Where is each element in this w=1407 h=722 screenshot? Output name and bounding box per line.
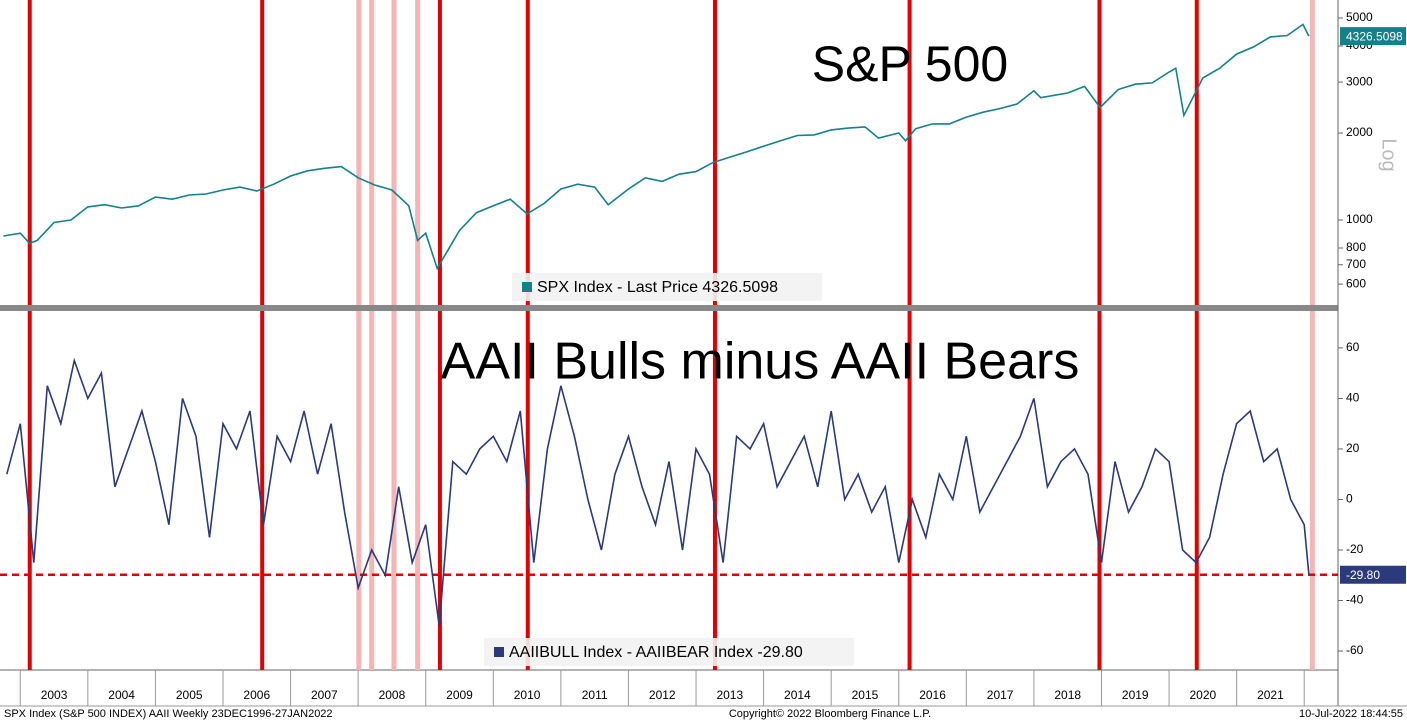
x-tick-label: 2010 (514, 688, 541, 702)
x-tick-label: 2007 (311, 688, 338, 702)
y-tick-label: 600 (1346, 276, 1366, 290)
x-tick-label: 2004 (108, 688, 135, 702)
last-value-box (1340, 27, 1406, 46)
last-value-label: 4326.5098 (1346, 29, 1403, 43)
x-tick-label: 2021 (1257, 688, 1284, 702)
chart-title: AAII Bulls minus AAII Bears (441, 333, 1080, 391)
x-tick-label: 2013 (716, 688, 743, 702)
legend-box (484, 638, 854, 666)
series-line (3, 23, 1310, 271)
axis-label: Log (1378, 138, 1400, 171)
x-tick-label: 2009 (446, 688, 473, 702)
x-tick-label: 2005 (176, 688, 203, 702)
y-tick-label: 60 (1346, 340, 1360, 354)
legend-label: AAIIBULL Index - AAIIBEAR Index -29.80 (509, 644, 803, 661)
y-tick-label: -60 (1346, 643, 1364, 657)
legend-label: SPX Index - Last Price 4326.5098 (537, 279, 778, 296)
x-tick-label: 2019 (1122, 688, 1149, 702)
y-tick-label: 40 (1346, 391, 1360, 405)
x-tick-label: 2014 (784, 688, 811, 702)
y-tick-label: 0 (1346, 492, 1353, 506)
last-value-box (1340, 565, 1406, 584)
y-tick-label: 800 (1346, 240, 1366, 254)
last-value-label: -29.80 (1346, 568, 1380, 582)
y-tick-label: 1000 (1346, 212, 1373, 226)
footer-left: SPX Index (S&P 500 INDEX) AAII Weekly 23… (4, 708, 333, 720)
x-tick-label: 2012 (649, 688, 676, 702)
y-tick-label: 3000 (1346, 74, 1373, 88)
chart-title: S&P 500 (812, 36, 1008, 92)
y-tick-label: 5000 (1346, 10, 1373, 24)
x-tick-label: 2017 (987, 688, 1014, 702)
x-tick-label: 2016 (919, 688, 946, 702)
legend-box (512, 273, 822, 301)
legend-swatch (522, 282, 532, 292)
y-tick-label: -20 (1346, 542, 1364, 556)
footer-right: 10-Jul-2022 18:44:55 (1299, 708, 1403, 720)
x-tick-label: 2011 (582, 688, 608, 702)
y-tick-label: 2000 (1346, 125, 1373, 139)
y-tick-label: 20 (1346, 441, 1360, 455)
x-tick-label: 2003 (41, 688, 68, 702)
panel: -60 -40 -20 0 20 40 60 AAIIBULL Index - AAIIBEA… (0, 311, 1406, 706)
x-tick-label: 2020 (1189, 688, 1216, 702)
x-tick-label: 2018 (1054, 688, 1081, 702)
panel-separator (0, 305, 1338, 311)
y-tick-label: 700 (1346, 257, 1366, 271)
x-tick-label: 2015 (852, 688, 879, 702)
x-tick-label: 2008 (379, 688, 406, 702)
footer-center: Copyright© 2022 Bloomberg Finance L.P. (729, 708, 931, 720)
legend-swatch (494, 647, 504, 657)
y-tick-label: -40 (1346, 593, 1364, 607)
x-tick-label: 2006 (243, 688, 270, 702)
series-line (6, 357, 1310, 626)
